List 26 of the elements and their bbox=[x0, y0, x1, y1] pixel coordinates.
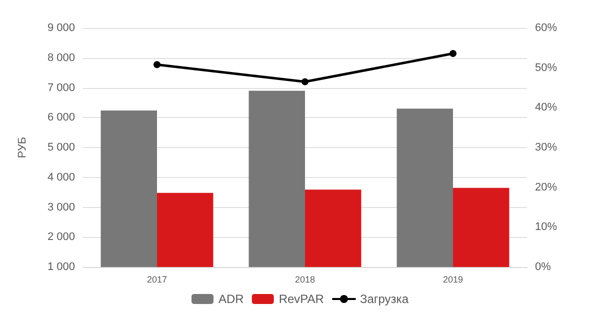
y2-tick-label: 30% bbox=[535, 142, 558, 154]
y2-tick-label: 0% bbox=[535, 261, 552, 273]
legend-label: Загрузка bbox=[360, 292, 409, 306]
y-tick-label: 9 000 bbox=[47, 22, 75, 34]
point bbox=[154, 61, 160, 68]
y2-tick-label: 50% bbox=[535, 62, 558, 74]
y-tick-label: 7 000 bbox=[47, 82, 75, 94]
x-tick-label: 2018 bbox=[294, 274, 316, 284]
y2-tick-label: 60% bbox=[535, 22, 558, 34]
y-tick-label: 5 000 bbox=[47, 142, 75, 154]
y-axis-title: РУБ bbox=[16, 136, 28, 158]
y2-tick-label: 10% bbox=[535, 221, 558, 234]
y-tick-label: 8 000 bbox=[47, 52, 75, 64]
y-tick-label: 6 000 bbox=[47, 112, 75, 124]
y2-tick-label: 20% bbox=[535, 181, 558, 194]
x-tick-label: 2017 bbox=[146, 274, 168, 284]
point bbox=[450, 50, 456, 57]
x-tick-label: 2019 bbox=[442, 274, 464, 284]
y-tick-label: 4 000 bbox=[47, 171, 75, 184]
y2-tick-label: 40% bbox=[535, 102, 558, 114]
y-tick-label: 2 000 bbox=[47, 231, 75, 244]
legend-label: ADR bbox=[218, 292, 244, 306]
point bbox=[302, 78, 308, 86]
y-tick-label: 3 000 bbox=[47, 201, 75, 214]
y-tick-label: 1 000 bbox=[47, 261, 75, 273]
legend-label: RevPAR bbox=[278, 292, 324, 306]
